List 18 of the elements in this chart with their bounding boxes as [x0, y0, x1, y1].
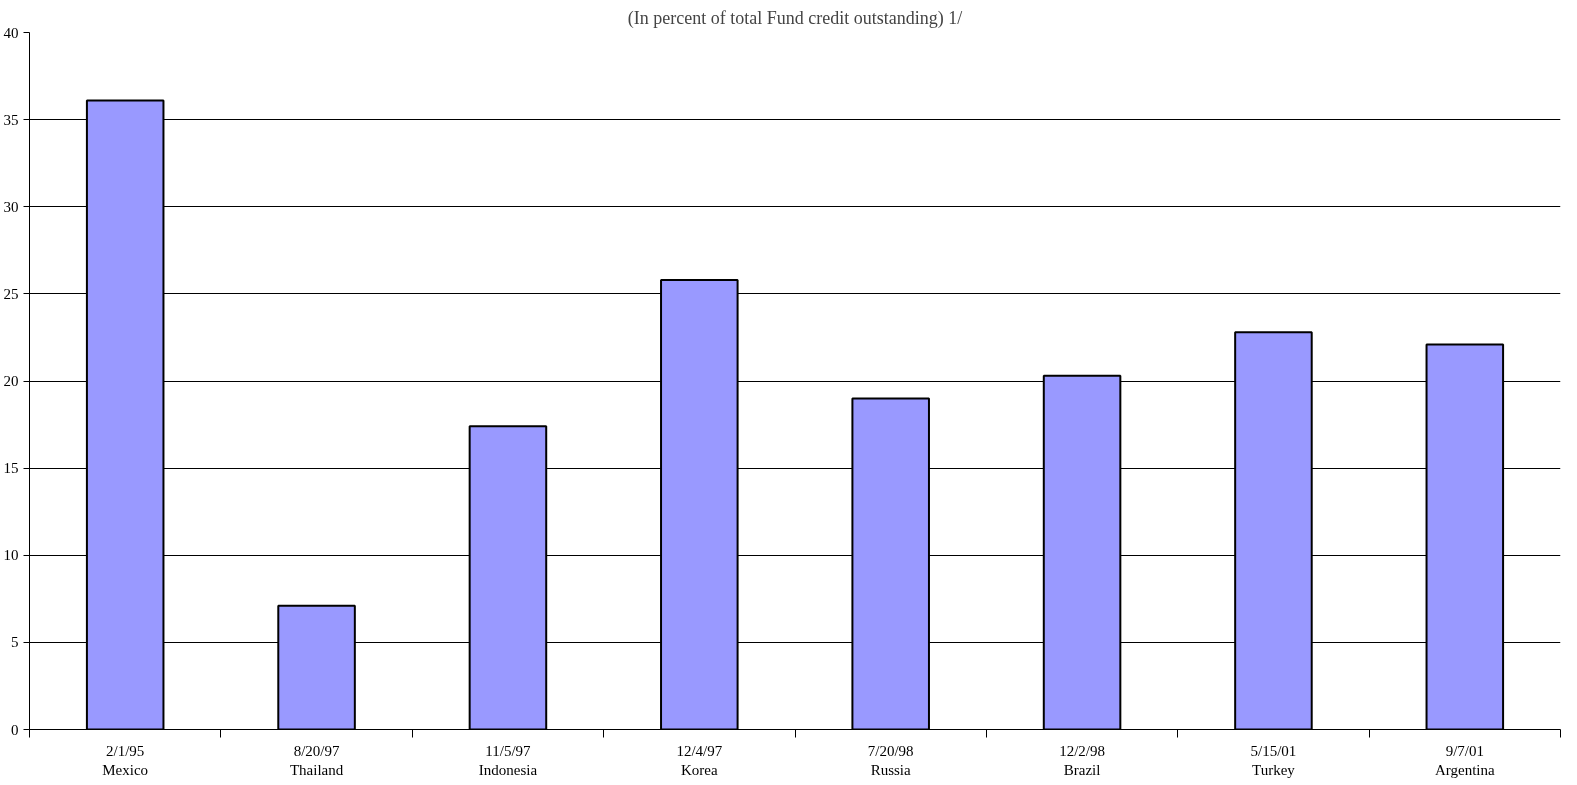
y-tick-label: 20: [3, 373, 19, 389]
y-tick-label: 10: [3, 547, 19, 564]
y-tick-label: 40: [3, 24, 19, 41]
x-tick-label: 2/1/95 Mexico: [102, 742, 149, 778]
x-tick-label: 5/15/01 Turkey: [1250, 742, 1297, 778]
x-tick-label: 12/2/98 Brazil: [1059, 742, 1105, 778]
x-tick-label: 8/20/97 Thailand: [289, 742, 344, 778]
x-tick-label: 12/4/97 Korea: [676, 742, 723, 778]
x-tick-label: 7/20/98 Russia: [867, 742, 914, 778]
y-tick-label: 15: [3, 460, 19, 477]
x-tick-label: 11/5/97 Indonesia: [478, 742, 538, 778]
y-tick-label: 5: [11, 634, 19, 651]
y-tick-label: 25: [3, 285, 19, 302]
y-tick-label: 35: [3, 111, 19, 128]
y-tick-label: 0: [11, 721, 19, 738]
chart-title: (In percent of total Fund credit outstanding) 1/: [627, 7, 963, 29]
x-tick-label: 9/7/01 Argentina: [1434, 742, 1496, 778]
y-tick-label: 30: [3, 198, 19, 215]
